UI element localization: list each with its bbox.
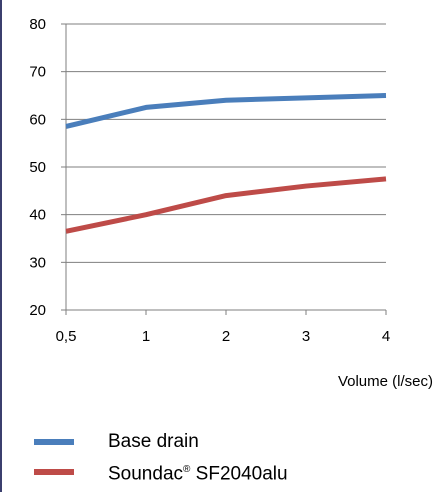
x-tick-label-2: 2: [222, 328, 230, 345]
y-tick-label-50: 50: [29, 159, 46, 176]
legend-item-soundac: Soundac® SF2040alu: [34, 457, 288, 487]
legend-swatch-base-drain: [34, 439, 74, 445]
series-line-1: [65, 176, 387, 234]
series-lines: [65, 93, 387, 234]
registered-mark: ®: [183, 463, 191, 475]
legend-label-soundac: Soundac® SF2040alu: [108, 455, 288, 489]
legend-label-base-drain: Base drain: [108, 431, 199, 452]
y-tick-label-30: 30: [29, 254, 46, 271]
x-axis-tick-labels: 0,5 1 2 3 4: [56, 328, 391, 345]
y-tick-label-70: 70: [29, 64, 46, 81]
y-tick-label-20: 20: [29, 302, 46, 319]
y-tick-label-80: 80: [29, 16, 46, 33]
left-border-rule: [0, 0, 2, 492]
legend-label-soundac-main: Soundac: [108, 463, 184, 485]
x-tick-label-1: 1: [142, 328, 150, 345]
y-axis-tick-labels: 20 30 40 50 60 70 80: [29, 16, 46, 319]
x-tick-label-4: 4: [382, 328, 390, 345]
legend-label-soundac-rest: SF2040alu: [190, 463, 288, 485]
gridlines: [66, 23, 386, 263]
x-tick-label-3: 3: [302, 328, 310, 345]
y-tick-label-60: 60: [29, 111, 46, 128]
legend-item-base-drain: Base drain: [34, 427, 288, 457]
x-tick-label-0: 0,5: [56, 328, 77, 345]
line-chart: 20 30 40 50 60 70 80 0,5 1 2 3 4 Volume (l/sec): [29, 16, 433, 390]
axes: [61, 23, 387, 315]
legend-swatch-soundac: [34, 469, 74, 475]
chart-legend: Base drain Soundac® SF2040alu: [34, 427, 288, 487]
series-line-0: [65, 93, 387, 129]
y-tick-label-40: 40: [29, 207, 46, 224]
x-axis-title: Volume (l/sec): [338, 373, 433, 390]
